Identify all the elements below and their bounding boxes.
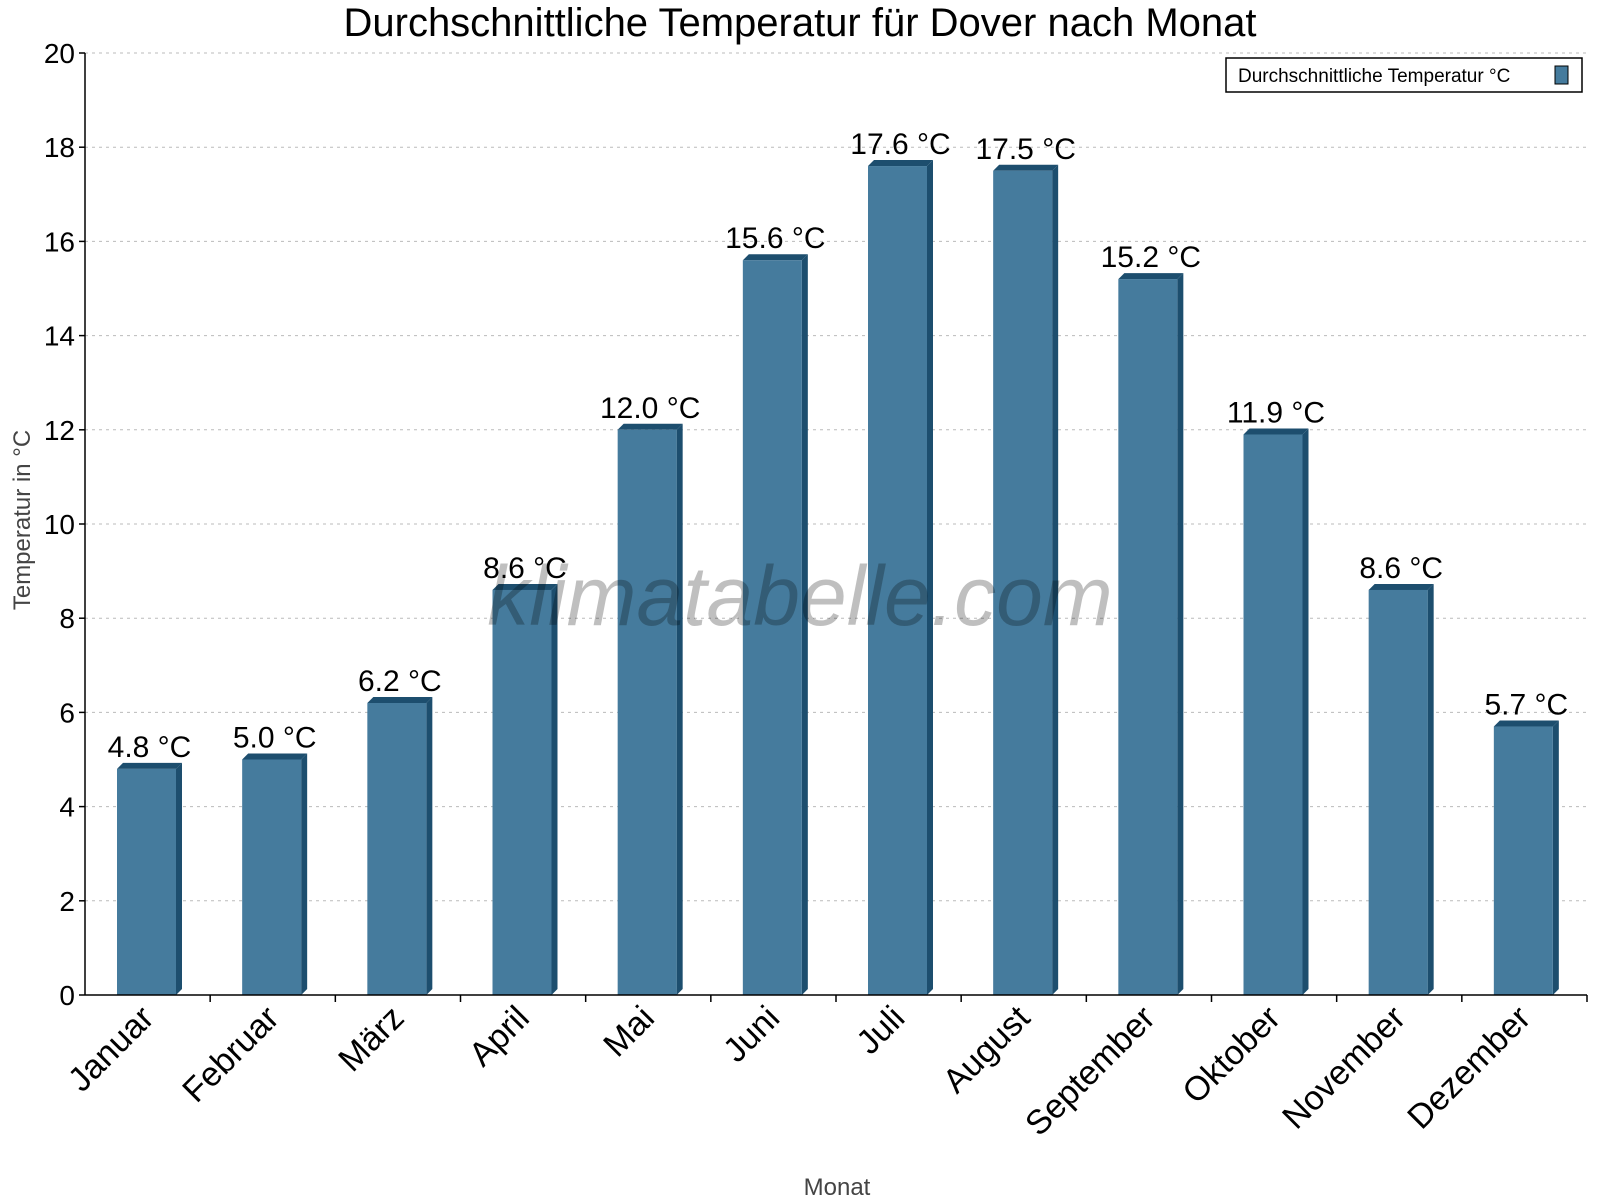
data-label: 6.2 °C [358, 665, 442, 698]
y-tick-label: 8 [59, 603, 75, 634]
y-tick-label: 18 [44, 132, 75, 163]
bar-side [676, 423, 683, 995]
bar-top [1243, 428, 1309, 435]
legend-label: Durchschnittliche Temperatur °C [1238, 66, 1510, 87]
bar-side [1552, 720, 1559, 995]
x-axis-label: Monat [804, 1174, 871, 1200]
x-tick-label: Juli [849, 999, 912, 1062]
x-tick-label: April [462, 999, 537, 1074]
bar-top [117, 762, 182, 769]
bar [993, 170, 1053, 995]
bar-side [1052, 164, 1059, 995]
gridlines [85, 52, 1587, 902]
bar-side [1177, 273, 1184, 996]
bar-side [927, 160, 933, 996]
bar-side [551, 583, 558, 995]
data-label: 12.0 °C [600, 392, 700, 425]
data-label: 4.8 °C [108, 731, 192, 764]
y-tick-label: 0 [59, 980, 75, 1011]
legend-swatch [1554, 65, 1569, 85]
y-tick-label: 12 [44, 415, 75, 446]
y-tick-label: 10 [44, 509, 75, 540]
bar [742, 260, 802, 995]
bar [1493, 726, 1553, 995]
data-label: 15.6 °C [725, 222, 825, 255]
x-tick-label: März [331, 999, 411, 1079]
bar [1118, 279, 1178, 996]
bar [617, 429, 677, 995]
bar [868, 166, 927, 996]
data-label: 8.6 °C [1359, 552, 1443, 585]
bar-top [742, 254, 808, 261]
x-tick-label: Januar [61, 999, 161, 1099]
watermark: klimatabelle.com [487, 549, 1113, 643]
bar [1243, 434, 1303, 995]
data-label: 15.2 °C [1101, 241, 1201, 274]
data-label: 5.7 °C [1484, 689, 1568, 722]
bar-top [492, 583, 558, 590]
bar-side [801, 254, 808, 996]
bar [242, 759, 302, 995]
data-label: 8.6 °C [483, 552, 567, 585]
x-tick-label: November [1275, 999, 1413, 1137]
y-axis-label: Temperatur in °C [9, 430, 36, 610]
bar-top [1118, 273, 1184, 280]
bars: 4.8 °C 5.0 °C 6.2 °C 8.6 °C 12.0 °C 15.6 °C 17… [108, 128, 1568, 996]
bar-top [367, 696, 433, 703]
legend: Durchschnittliche Temperatur °C [1225, 57, 1583, 93]
x-tick-label: Juni [716, 999, 787, 1070]
x-tick-label: Dezember [1400, 999, 1538, 1137]
y-tick-label: 16 [44, 226, 75, 257]
x-tick-label: Mai [596, 999, 662, 1065]
y-tick-label: 20 [44, 38, 75, 69]
x-tick-label: August [936, 998, 1038, 1100]
bar-top [617, 423, 683, 430]
bar-top [868, 160, 933, 167]
x-tick-label: September [1018, 999, 1162, 1143]
y-tick-label: 4 [59, 792, 75, 823]
bar [1368, 589, 1428, 995]
chart-title: Durchschnittliche Temperatur für Dover n… [343, 1, 1256, 45]
y-tick-label: 6 [59, 697, 75, 728]
bar-side [301, 753, 308, 995]
y-tick-label: 14 [44, 321, 75, 352]
x-tick-label: Oktober [1175, 999, 1287, 1111]
bar-top [993, 164, 1059, 171]
bar [492, 589, 552, 995]
data-label: 11.9 °C [1227, 397, 1325, 430]
bar [117, 768, 176, 995]
bar-side [176, 762, 182, 995]
y-tick-label: 2 [59, 886, 75, 917]
bar-side [1302, 428, 1309, 995]
bar-top [1493, 720, 1559, 727]
data-label: 17.5 °C [975, 133, 1075, 166]
bar-side [1427, 583, 1434, 995]
bar [367, 702, 427, 995]
data-label: 17.6 °C [850, 128, 950, 161]
bar-side [426, 696, 433, 995]
data-label: 5.0 °C [233, 722, 317, 755]
bar-top [242, 753, 308, 760]
x-tick-label: Februar [175, 999, 286, 1110]
legend-box [1225, 57, 1583, 93]
bar-top [1368, 583, 1434, 590]
